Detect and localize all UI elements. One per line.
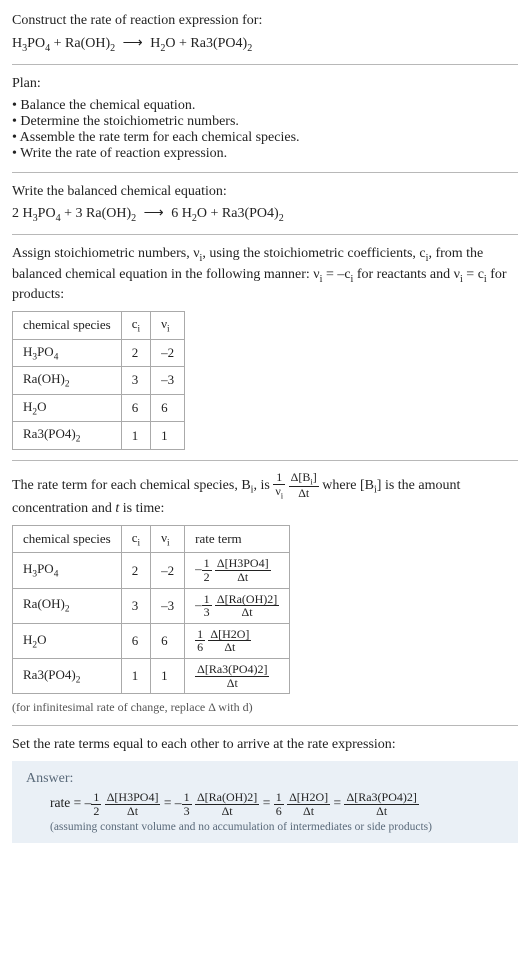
plan-list: Balance the chemical equation. Determine… — [12, 98, 518, 162]
cell-nui: –2 — [151, 339, 185, 367]
construct-label: Construct the rate of reaction expressio… — [12, 12, 518, 31]
table-row: H3PO4 2 –2 — [13, 339, 185, 367]
cell-species: Ra(OH)2 — [13, 367, 122, 395]
cell-species: H2O — [13, 394, 122, 422]
table-row: Ra(OH)2 3 –3 — [13, 367, 185, 395]
cell-rateterm: 16 Δ[H2O]Δt — [185, 623, 290, 658]
plan-item: Assemble the rate term for each chemical… — [12, 130, 518, 146]
col-rateterm: rate term — [185, 525, 290, 553]
balanced-equation: 2 H3PO4 + 3 Ra(OH)2 ⟶ 6 H2O + Ra3(PO4)2 — [12, 205, 518, 224]
stoich-table-1: chemical species ci νi H3PO4 2 –2 Ra(OH)… — [12, 311, 185, 450]
answer-equation: rate = –12 Δ[H3PO4]Δt = –13 Δ[Ra(OH)2]Δt… — [50, 791, 504, 817]
cell-rateterm: –13 Δ[Ra(OH)2]Δt — [185, 588, 290, 623]
cell-species: H3PO4 — [13, 553, 122, 588]
cell-ci: 6 — [121, 623, 150, 658]
cell-nui: –3 — [151, 367, 185, 395]
infinitesimal-note: (for infinitesimal rate of change, repla… — [12, 700, 518, 715]
table-row: Ra3(PO4)2 1 1 Δ[Ra3(PO4)2]Δt — [13, 659, 290, 694]
cell-species: H3PO4 — [13, 339, 122, 367]
table-row: H2O 6 6 — [13, 394, 185, 422]
cell-ci: 1 — [121, 659, 150, 694]
cell-nui: –3 — [151, 588, 185, 623]
balanced-section: Write the balanced chemical equation: 2 … — [12, 183, 518, 225]
divider — [12, 234, 518, 235]
cell-species: Ra3(PO4)2 — [13, 659, 122, 694]
cell-ci: 6 — [121, 394, 150, 422]
cell-nui: –2 — [151, 553, 185, 588]
rateterm-paragraph: The rate term for each chemical species,… — [12, 471, 518, 519]
final-section: Set the rate terms equal to each other t… — [12, 736, 518, 843]
col-nui: νi — [151, 525, 185, 553]
cell-ci: 3 — [121, 588, 150, 623]
plan-label: Plan: — [12, 75, 518, 94]
cell-ci: 1 — [121, 422, 150, 450]
answer-note: (assuming constant volume and no accumul… — [50, 821, 504, 833]
answer-box: Answer: rate = –12 Δ[H3PO4]Δt = –13 Δ[Ra… — [12, 761, 518, 843]
answer-label: Answer: — [26, 771, 504, 787]
cell-rateterm: Δ[Ra3(PO4)2]Δt — [185, 659, 290, 694]
divider — [12, 172, 518, 173]
table-row: H2O 6 6 16 Δ[H2O]Δt — [13, 623, 290, 658]
table-row: Ra(OH)2 3 –3 –13 Δ[Ra(OH)2]Δt — [13, 588, 290, 623]
unbalanced-equation: H3PO4 + Ra(OH)2 ⟶ H2O + Ra3(PO4)2 — [12, 35, 518, 54]
cell-ci: 3 — [121, 367, 150, 395]
assign-section: Assign stoichiometric numbers, νi, using… — [12, 245, 518, 450]
col-species: chemical species — [13, 311, 122, 339]
plan-item: Balance the chemical equation. — [12, 98, 518, 114]
divider — [12, 460, 518, 461]
table-row: H3PO4 2 –2 –12 Δ[H3PO4]Δt — [13, 553, 290, 588]
rateterm-section: The rate term for each chemical species,… — [12, 471, 518, 715]
final-paragraph: Set the rate terms equal to each other t… — [12, 736, 518, 755]
plan-item: Determine the stoichiometric numbers. — [12, 114, 518, 130]
cell-nui: 1 — [151, 422, 185, 450]
plan-item: Write the rate of reaction expression. — [12, 146, 518, 162]
cell-nui: 6 — [151, 394, 185, 422]
assign-paragraph: Assign stoichiometric numbers, νi, using… — [12, 245, 518, 305]
divider — [12, 64, 518, 65]
col-nui: νi — [151, 311, 185, 339]
col-ci: ci — [121, 525, 150, 553]
cell-rateterm: –12 Δ[H3PO4]Δt — [185, 553, 290, 588]
table-header-row: chemical species ci νi — [13, 311, 185, 339]
table-row: Ra3(PO4)2 1 1 — [13, 422, 185, 450]
cell-nui: 6 — [151, 623, 185, 658]
cell-species: H2O — [13, 623, 122, 658]
table-header-row: chemical species ci νi rate term — [13, 525, 290, 553]
col-ci: ci — [121, 311, 150, 339]
cell-species: Ra3(PO4)2 — [13, 422, 122, 450]
cell-ci: 2 — [121, 339, 150, 367]
stoich-table-2: chemical species ci νi rate term H3PO4 2… — [12, 525, 290, 694]
balanced-label: Write the balanced chemical equation: — [12, 183, 518, 202]
cell-nui: 1 — [151, 659, 185, 694]
cell-species: Ra(OH)2 — [13, 588, 122, 623]
construct-section: Construct the rate of reaction expressio… — [12, 12, 518, 54]
divider — [12, 725, 518, 726]
plan-section: Plan: Balance the chemical equation. Det… — [12, 75, 518, 162]
col-species: chemical species — [13, 525, 122, 553]
cell-ci: 2 — [121, 553, 150, 588]
